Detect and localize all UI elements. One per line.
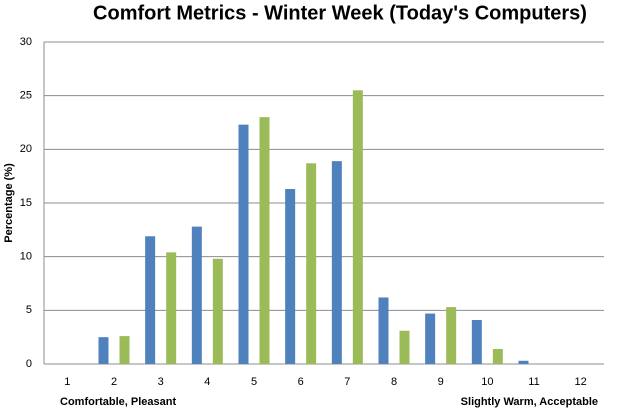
bar	[378, 297, 389, 364]
y-tick-label: 25	[20, 90, 32, 102]
bar	[446, 307, 457, 364]
x-tick-label: 2	[111, 376, 117, 388]
bar	[399, 330, 410, 364]
bar	[492, 348, 503, 364]
x-tick-label: 8	[391, 376, 397, 388]
bar	[471, 319, 482, 364]
y-tick-label: 0	[26, 358, 32, 370]
bar	[425, 313, 436, 364]
bar	[259, 117, 270, 364]
y-axis-label: Percentage (%)	[3, 163, 15, 243]
y-tick-label: 5	[26, 304, 32, 316]
bar	[352, 90, 363, 365]
bar	[191, 226, 202, 364]
x-tick-label: 4	[204, 376, 210, 388]
annotation: Comfortable, Pleasant	[60, 396, 176, 408]
x-tick-label: 5	[251, 376, 257, 388]
bar	[285, 189, 296, 364]
bar	[331, 161, 342, 364]
bar	[306, 163, 317, 364]
bar	[518, 360, 529, 364]
x-tick-label: 6	[298, 376, 304, 388]
bar	[98, 337, 109, 364]
x-tick-label: 3	[158, 376, 164, 388]
y-tick-label: 20	[20, 143, 32, 155]
x-tick-label: 12	[575, 376, 587, 388]
y-tick-label: 15	[20, 197, 32, 209]
annotation: Slightly Warm, Acceptable	[461, 396, 598, 408]
bar	[119, 336, 130, 364]
bar	[166, 252, 177, 364]
x-tick-label: 7	[344, 376, 350, 388]
x-tick-label: 1	[64, 376, 70, 388]
x-tick-label: 10	[481, 376, 493, 388]
y-tick-label: 30	[20, 36, 32, 48]
x-tick-label: 11	[528, 376, 539, 388]
chart-title: Comfort Metrics - Winter Week (Today's C…	[93, 2, 587, 24]
bar	[212, 258, 223, 364]
bar	[238, 124, 249, 364]
x-tick-label: 9	[438, 376, 444, 388]
bar	[145, 236, 156, 364]
y-tick-label: 10	[20, 251, 32, 263]
